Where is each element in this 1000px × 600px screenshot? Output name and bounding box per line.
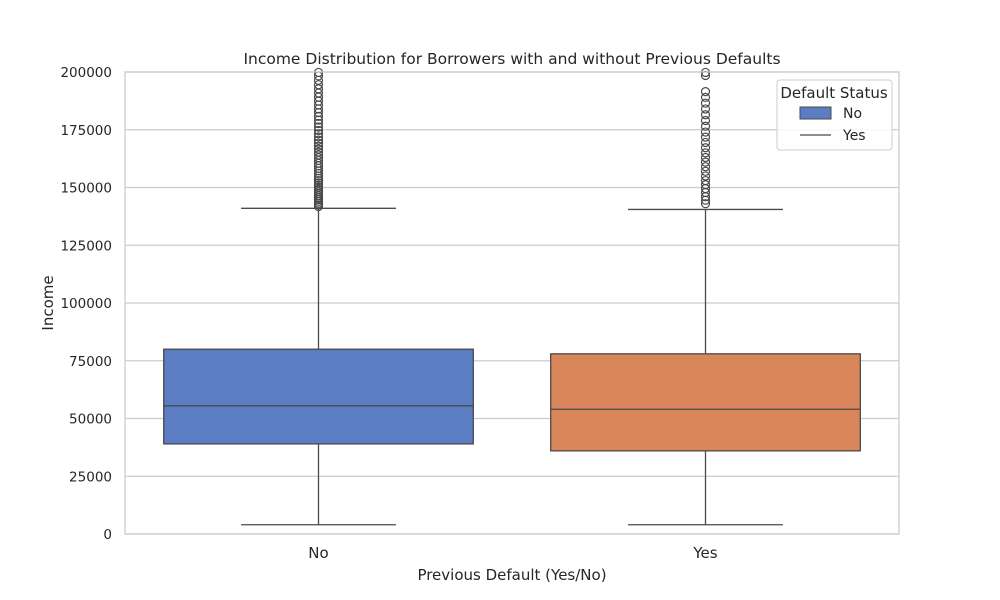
outlier-point (313, 135, 324, 145)
outlier-point (313, 175, 324, 186)
y-tick-label: 150000 (60, 181, 112, 197)
x-tick-label: No (308, 544, 328, 562)
outlier-point (313, 125, 324, 136)
outlier-point (313, 122, 324, 132)
y-tick-label: 50000 (69, 412, 112, 428)
outlier-point (700, 148, 711, 158)
outlier-point (700, 110, 711, 120)
x-tick-label: Yes (692, 544, 717, 562)
outlier-point (700, 152, 711, 163)
y-axis-title: Income (39, 275, 57, 330)
box-group-no (163, 67, 474, 526)
outlier-point (700, 175, 711, 186)
outlier-point (700, 157, 711, 167)
outlier-point (700, 166, 711, 176)
box-group-yes (550, 67, 861, 526)
outlier-point (313, 141, 324, 151)
outlier-point (700, 115, 711, 126)
y-tick-label: 0 (103, 527, 112, 543)
plot-frame (124, 71, 900, 535)
outlier-point (313, 180, 324, 190)
outlier-point (313, 80, 324, 90)
outlier-point (313, 115, 324, 125)
box-iqr (550, 353, 861, 452)
outlier-point (700, 87, 711, 97)
y-tick-label: 25000 (69, 469, 112, 485)
outlier-point (700, 137, 711, 148)
outlier-point (700, 199, 711, 209)
chart-title: Income Distribution for Borrowers with a… (243, 50, 780, 68)
legend-label-yes: Yes (842, 128, 866, 144)
outlier-point (700, 104, 711, 114)
legend-title: Default Status (780, 84, 888, 102)
y-tick-labels: 0 25000 50000 75000 100000 125000 150000 175000… (60, 65, 112, 543)
outlier-point (700, 180, 711, 190)
boxes (163, 67, 861, 526)
outlier-point (313, 138, 324, 148)
y-tick-label: 200000 (60, 65, 112, 81)
x-tick-labels: No Yes (308, 544, 717, 562)
outlier-point (700, 143, 711, 153)
outlier-point (700, 132, 711, 142)
box-iqr (163, 348, 474, 445)
outlier-point (700, 171, 711, 181)
y-tick-label: 125000 (60, 238, 112, 254)
outlier-point (313, 118, 324, 129)
outlier-point (313, 150, 324, 160)
outlier-point (313, 173, 324, 183)
outlier-point (313, 144, 324, 154)
legend: Default Status No Yes (776, 79, 893, 151)
y-tick-label: 100000 (60, 296, 112, 312)
outlier-point (700, 98, 711, 108)
y-tick-label: 175000 (60, 123, 112, 139)
outlier-point (313, 129, 324, 139)
legend-frame (776, 79, 893, 151)
outlier-point (313, 132, 324, 142)
outlier-point (700, 127, 711, 137)
outlier-point (700, 92, 711, 103)
outlier-point (313, 178, 324, 188)
x-axis-title: Previous Default (Yes/No) (417, 566, 606, 584)
outlier-point (700, 121, 711, 131)
outlier-point (313, 111, 324, 121)
outlier-point (313, 147, 324, 157)
legend-label-no: No (843, 106, 862, 122)
outlier-point (700, 162, 711, 172)
y-tick-label: 75000 (69, 354, 112, 370)
legend-patch-no (799, 106, 832, 120)
